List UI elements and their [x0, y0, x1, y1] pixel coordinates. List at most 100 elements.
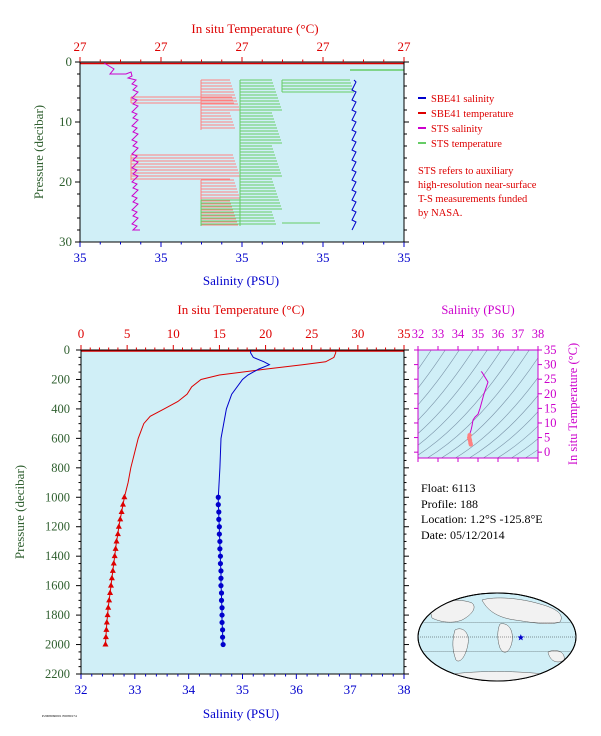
density-contour	[482, 411, 538, 458]
density-contour	[454, 377, 538, 458]
salinity-point	[217, 546, 223, 552]
ts-temp-tick-label: 15	[544, 401, 557, 415]
salinity-point	[218, 583, 224, 589]
salinity-profile-line	[217, 350, 271, 498]
temperature-point	[107, 582, 114, 588]
salinity-point	[217, 560, 224, 567]
density-contour	[426, 350, 530, 458]
salinity-point	[218, 568, 224, 574]
temperature-point	[118, 508, 125, 514]
main-temp-tick-label: 15	[213, 326, 226, 341]
temperature-point	[106, 596, 113, 603]
main-pressure-tick-label: 600	[51, 431, 70, 445]
main-pressure-axis-title: Pressure (decibar)	[12, 465, 27, 559]
density-contour	[418, 350, 502, 446]
temperature-point	[104, 611, 111, 618]
salinity-point	[216, 516, 222, 522]
main-salinity-tick-label: 36	[290, 682, 304, 697]
salinity-point	[217, 538, 223, 545]
salinity-point	[219, 605, 225, 611]
ts-temp-tick-label: 30	[544, 358, 557, 372]
ts-salinity-tick-label: 36	[492, 327, 505, 341]
main-pressure-tick-label: 1600	[45, 579, 70, 593]
salinity-point	[216, 509, 222, 515]
salinity-point	[220, 641, 226, 648]
legend-label: SBE41 salinity	[431, 94, 495, 105]
ts-plot-series	[418, 350, 538, 458]
salinity-point	[218, 590, 225, 596]
top-salinity-tick-label: 35	[155, 250, 168, 265]
temperature-point	[111, 552, 118, 559]
ts-temp-tick-label: 5	[544, 431, 550, 445]
main-pressure-tick-label: 1000	[45, 490, 70, 504]
main-salinity-tick-labels: 32 33 34 35 36 37 38	[75, 682, 411, 697]
temperature-point	[119, 501, 126, 507]
main-salinity-axis-title: Salinity (PSU)	[203, 706, 279, 721]
main-tick-marks	[76, 345, 409, 679]
salinity-point	[218, 575, 224, 581]
top-pressure-tick-labels: 0 10 20 30	[59, 54, 72, 249]
temperature-point	[113, 537, 120, 544]
ts-salinity-tick-label: 35	[472, 327, 485, 341]
main-temp-tick-label: 30	[351, 326, 364, 341]
ts-plot-area	[418, 350, 538, 458]
salinity-point	[219, 612, 225, 618]
temperature-point	[105, 604, 112, 610]
float-location-marker	[517, 634, 525, 641]
top-salinity-tick-labels: 35 35 35 35 35	[74, 250, 411, 265]
sts-note-line: STS refers to auxiliary	[418, 166, 514, 177]
temperature-point	[110, 560, 117, 566]
main-salinity-tick-label: 33	[128, 682, 141, 697]
profile-date: Date: 05/12/2014	[421, 527, 505, 542]
main-pressure-tick-label: 800	[51, 461, 70, 475]
footer-code: P2008060001 E0080174	[42, 714, 77, 718]
main-temp-axis-title: In situ Temperature (°C)	[177, 302, 304, 317]
top-pressure-tick-label: 0	[66, 54, 73, 69]
temperature-point	[102, 641, 109, 647]
main-salinity-tick-label: 38	[398, 682, 411, 697]
main-temp-tick-label: 10	[167, 326, 180, 341]
legend-label: STS temperature	[431, 139, 502, 150]
salinity-point	[219, 634, 226, 640]
top-plot-series	[80, 62, 404, 231]
salinity-point	[215, 494, 221, 500]
temperature-point	[107, 589, 114, 595]
salinity-point	[217, 553, 224, 559]
ts-salinity-tick-labels: 32 33 34 35 36 37 38	[412, 327, 545, 341]
ts-salinity-axis-title: Salinity (PSU)	[441, 303, 514, 317]
salinity-point	[219, 627, 226, 633]
ts-temp-tick-label: 25	[544, 372, 557, 386]
main-salinity-tick-label: 32	[75, 682, 88, 697]
temperature-point	[112, 545, 119, 551]
main-temp-tick-label: 20	[259, 326, 272, 341]
main-pressure-tick-labels: 0 200 400 600 800 1000 1200 1400 1600 1800 2000 220…	[45, 343, 70, 681]
top-salinity-tick-label: 35	[317, 250, 330, 265]
top-temp-tick-label: 27	[74, 39, 88, 54]
density-contour	[418, 350, 516, 456]
legend-label: SBE41 temperature	[431, 109, 514, 120]
top-temp-tick-label: 27	[236, 39, 250, 54]
top-pressure-axis-title: Pressure (decibar)	[31, 105, 46, 199]
ts-diagram: Salinity (PSU) 32 33 34 35 36 37 38 0510152025…	[412, 303, 580, 465]
salinity-point	[215, 502, 221, 508]
main-plot-area	[81, 350, 404, 674]
temperature-point	[103, 618, 110, 625]
legend-label: STS salinity	[431, 124, 483, 135]
salinity-point	[218, 597, 225, 603]
top-salinity-tick-label: 35	[236, 250, 249, 265]
top-salinity-axis-title: Salinity (PSU)	[203, 273, 279, 288]
main-salinity-tick-label: 34	[182, 682, 196, 697]
profile-number: Profile: 188	[421, 496, 478, 511]
ts-temp-tick-label: 35	[544, 343, 557, 357]
main-pressure-tick-label: 0	[64, 343, 70, 357]
ts-salinity-tick-label: 32	[412, 327, 425, 341]
salinity-point	[216, 524, 222, 530]
main-pressure-tick-label: 1200	[45, 520, 70, 534]
top-pressure-tick-label: 20	[59, 174, 72, 189]
ts-salinity-tick-label: 34	[452, 327, 465, 341]
float-info: Float: 6113 Profile: 188 Location: 1.2°S…	[421, 481, 543, 543]
main-salinity-tick-label: 37	[344, 682, 358, 697]
main-temp-tick-label: 0	[78, 326, 85, 341]
temperature-point	[115, 523, 122, 529]
